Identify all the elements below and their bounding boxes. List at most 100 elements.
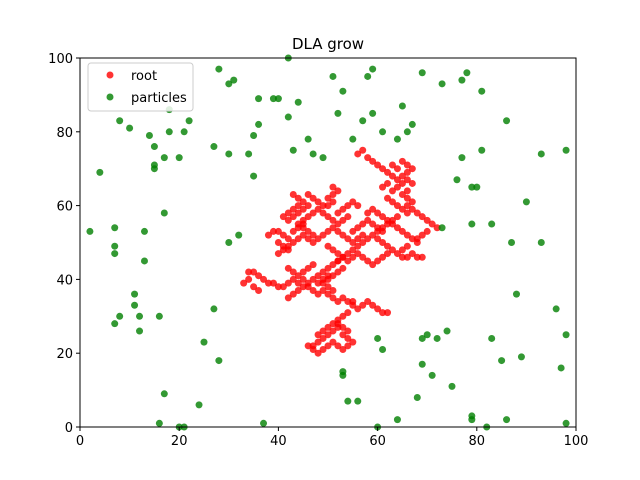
particles-point [260,419,268,427]
root-point [334,298,342,306]
root-point [393,250,401,258]
particles-point [522,198,530,206]
particles-point [473,183,481,191]
particles-point [111,320,119,328]
particles-point [512,290,520,298]
root-point [284,235,292,243]
root-point [294,194,302,202]
root-point [314,198,322,206]
root-point [294,224,302,232]
root-point [393,224,401,232]
root-point [379,165,387,173]
root-point [255,272,263,280]
root-point [393,183,401,191]
particles-point [309,150,317,158]
particles-point [418,334,426,342]
root-point [304,213,312,221]
root-point [289,239,297,246]
particles-point [478,146,486,154]
root-point [423,216,431,224]
root-point [408,250,416,258]
particles-point [96,168,104,176]
particles-point [488,334,496,342]
root-point [398,172,406,180]
root-point [324,272,332,280]
root-point [349,298,357,306]
series-particles [86,54,570,431]
root-point [299,268,307,276]
root-point [374,235,382,243]
root-point [408,179,416,187]
root-point [369,220,377,228]
series-root [240,146,441,357]
particles-point [284,113,292,121]
root-point [314,205,322,213]
root-point [329,216,337,224]
root-point [349,198,357,206]
root-point [334,220,342,228]
particles-point [339,368,347,376]
root-point [354,202,362,210]
root-point [418,253,426,261]
root-point [314,338,322,346]
root-point [374,209,382,217]
root-point [384,216,392,224]
root-point [324,227,332,235]
particles-point [552,305,560,313]
root-point [344,298,352,306]
root-point [324,202,332,210]
particles-point [200,338,208,346]
root-point [329,338,337,346]
root-point [279,242,287,250]
root-point [289,213,297,221]
particles-point [503,117,511,125]
particles-point [517,353,525,361]
root-point [384,250,392,258]
root-point [334,257,342,265]
plot-area [80,58,576,427]
root-point [299,220,307,228]
particles-point [180,128,188,136]
root-point [329,327,337,335]
root-point [349,239,357,246]
root-point [289,227,297,235]
particles-point [498,357,506,365]
root-point [359,231,367,239]
root-point [364,216,372,224]
root-point [274,239,282,246]
root-point [334,268,342,276]
particles-point [160,209,168,217]
root-point [403,161,411,169]
root-point [344,213,352,221]
y-tick-label: 40 [56,273,73,288]
particles-point [150,143,158,151]
particles-point [537,150,545,158]
root-point [403,168,411,176]
root-point [314,349,322,357]
particles-point [393,416,401,424]
root-point [349,253,357,261]
root-point [369,231,377,239]
particles-point [403,128,411,136]
particles-point [428,371,436,379]
root-point [388,198,396,206]
root-point [294,209,302,217]
y-tick-label: 60 [56,200,73,215]
legend-label-root: root [131,69,157,84]
x-tick-label: 20 [171,434,188,449]
root-point [403,231,411,239]
root-point [289,191,297,199]
root-point [309,275,317,283]
root-point [269,227,277,235]
root-point [379,239,387,246]
particles-point [210,305,218,313]
root-point [284,216,292,224]
root-point [250,268,258,276]
root-point [299,231,307,239]
root-point [393,176,401,184]
root-point [284,209,292,217]
y-tick-label: 100 [48,52,73,67]
root-point [289,268,297,276]
root-point [284,294,292,302]
root-point [299,283,307,291]
